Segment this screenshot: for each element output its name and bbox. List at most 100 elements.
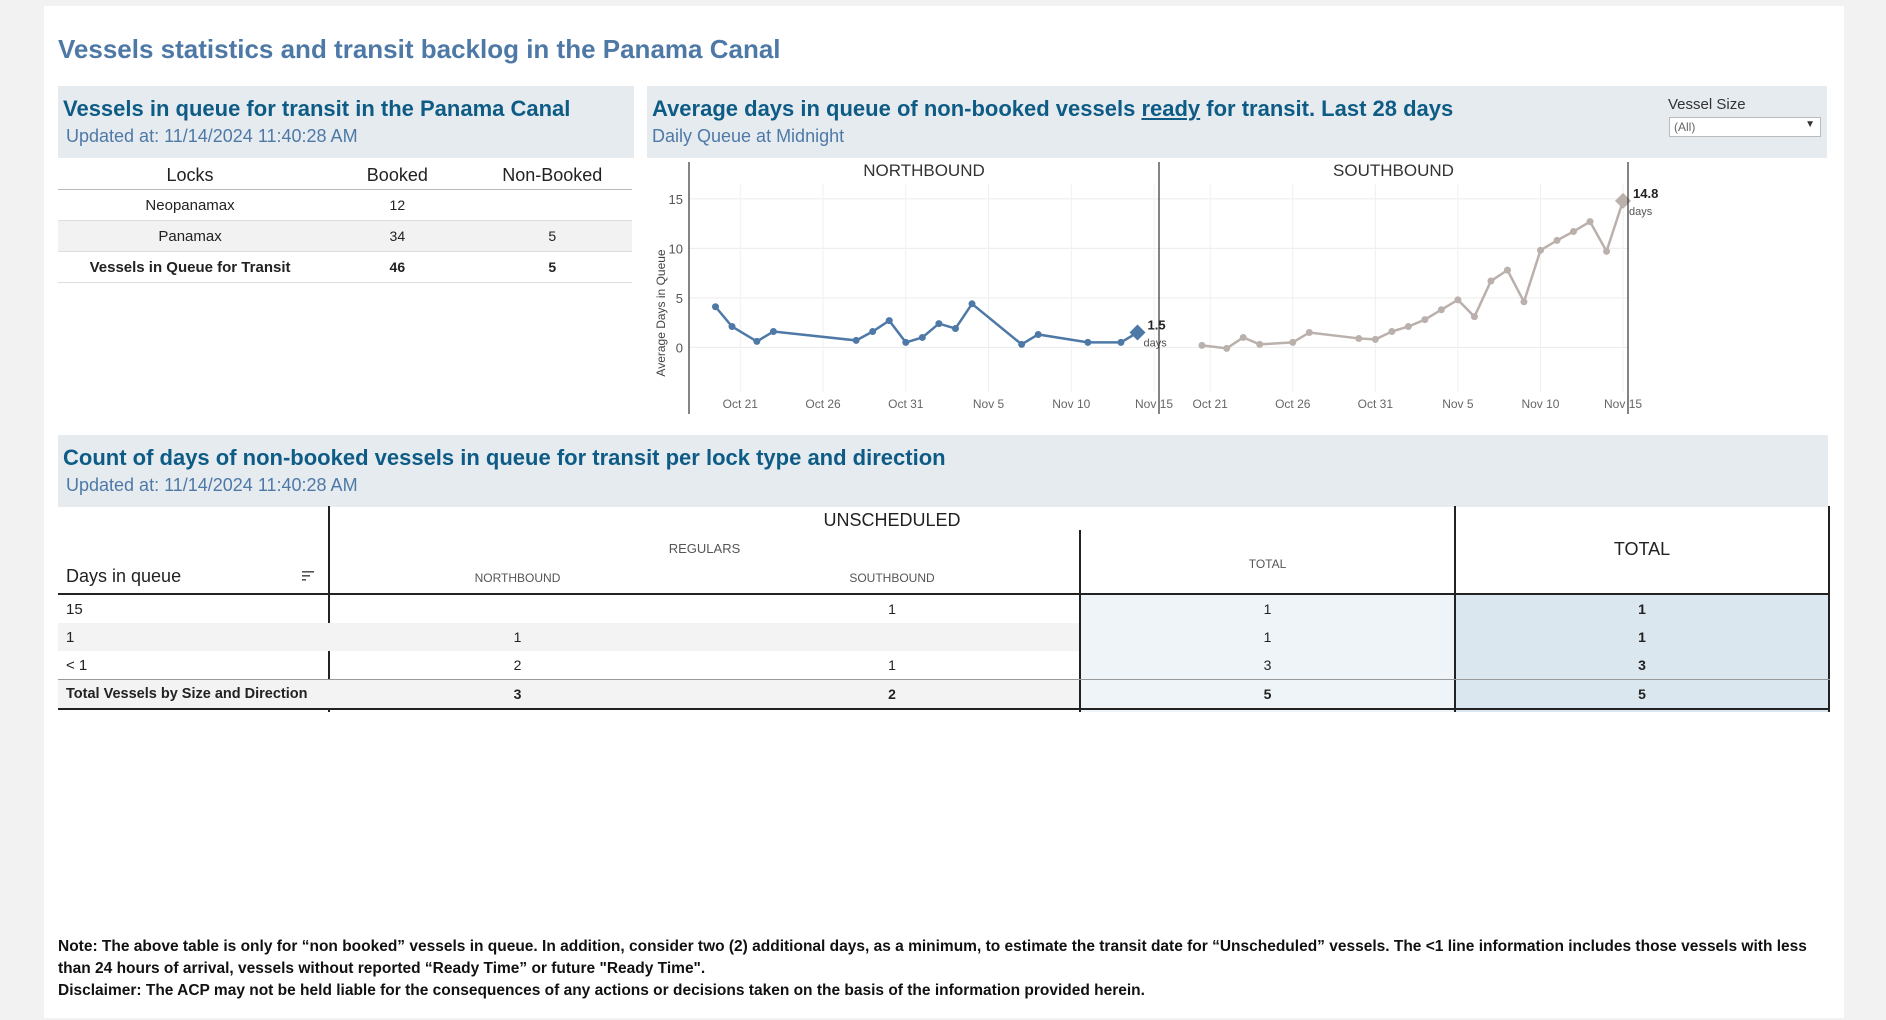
data-point xyxy=(753,337,761,345)
data-point xyxy=(1256,340,1264,348)
row-stripe xyxy=(58,679,1079,708)
data-point xyxy=(769,328,777,336)
last-value-unit: days xyxy=(1629,206,1653,218)
days-in-queue-header: Days in queue xyxy=(58,506,328,593)
panel-title-southbound: SOUTHBOUND xyxy=(1333,161,1454,180)
x-tick-label: Oct 31 xyxy=(888,397,924,411)
x-tick-label: Nov 10 xyxy=(1052,397,1090,411)
avg-panel-subtitle: Daily Queue at Midnight xyxy=(652,126,845,146)
data-point xyxy=(1503,266,1511,274)
avg-title-post: for transit. Last 28 days xyxy=(1200,96,1454,121)
data-point xyxy=(1454,296,1462,304)
data-point xyxy=(1371,335,1379,343)
northbound-value: 1 xyxy=(513,629,522,645)
x-tick-label: Oct 26 xyxy=(805,397,841,411)
locks-table: Locks Booked Non-Booked Neopanamax 12 Pa… xyxy=(58,161,632,283)
data-point xyxy=(1198,341,1206,349)
grand-total-value: 5 xyxy=(1638,686,1646,702)
vessel-size-value: (All) xyxy=(1674,120,1696,134)
data-point xyxy=(1421,316,1429,324)
last-value-label: 1.5 xyxy=(1147,318,1165,333)
southbound-header: SOUTHBOUND xyxy=(849,570,935,585)
lock-name: Neopanamax xyxy=(58,189,323,221)
y-tick-label: 10 xyxy=(669,241,683,256)
data-point xyxy=(1404,323,1412,331)
data-point xyxy=(968,300,976,308)
total-column-shade xyxy=(1081,595,1454,712)
x-tick-label: Oct 26 xyxy=(1275,397,1311,411)
northbound-value xyxy=(330,595,705,623)
data-point xyxy=(885,317,893,325)
table-row-total[interactable]: Vessels in Queue for Transit 46 5 xyxy=(58,251,632,283)
non-booked-value xyxy=(472,189,632,221)
disclaimer-text: Disclaimer: The ACP may not be held liab… xyxy=(58,982,1145,999)
data-point xyxy=(869,328,877,336)
divider xyxy=(58,679,1830,680)
data-point xyxy=(1586,218,1594,226)
data-point xyxy=(728,323,736,331)
data-point xyxy=(1084,338,1092,346)
table-row[interactable]: Neopanamax 12 xyxy=(58,189,632,221)
data-point xyxy=(1018,340,1026,348)
divider xyxy=(1828,506,1830,712)
data-point xyxy=(852,336,860,344)
data-point xyxy=(902,338,910,346)
avg-title-ready: ready xyxy=(1141,96,1201,121)
data-point xyxy=(1470,313,1478,321)
grand-total-header: TOTAL xyxy=(1613,539,1671,559)
southbound-value xyxy=(705,623,1079,651)
y-tick-label: 5 xyxy=(676,291,683,306)
grand-total-value: 1 xyxy=(1638,601,1646,617)
col-header-non-booked: Non-Booked xyxy=(472,161,632,190)
lock-name: Vessels in Queue for Transit xyxy=(58,251,323,283)
last-value-label: 14.8 xyxy=(1633,186,1658,201)
count-panel-header: Count of days of non-booked vessels in q… xyxy=(58,435,1828,507)
x-tick-label: Oct 31 xyxy=(1358,397,1394,411)
grand-total-value: 1 xyxy=(1638,629,1646,645)
sort-descending-icon xyxy=(302,571,314,581)
y-tick-label: 15 xyxy=(669,192,683,207)
queue-panel-title: Vessels in queue for transit in the Pana… xyxy=(63,96,571,121)
series-line-northbound xyxy=(714,301,1139,346)
x-tick-label: Nov 15 xyxy=(1135,397,1173,411)
avg-panel-title: Average days in queue of non-booked vess… xyxy=(652,96,1453,122)
divider xyxy=(58,708,1830,710)
x-tick-label: Nov 10 xyxy=(1521,397,1559,411)
data-point xyxy=(1553,236,1561,244)
x-tick-label: Nov 15 xyxy=(1604,397,1642,411)
northbound-value: 3 xyxy=(513,686,522,702)
booked-value: 12 xyxy=(322,189,473,221)
last-point-marker xyxy=(1615,192,1632,209)
count-table: Days in queue UNSCHEDULED REGULARS NORTH… xyxy=(58,506,1830,712)
page-title: Vessels statistics and transit backlog i… xyxy=(58,34,781,64)
last-value-unit: days xyxy=(1143,338,1167,350)
table-row[interactable]: Panamax 34 5 xyxy=(58,220,632,252)
booked-value: 34 xyxy=(322,220,473,252)
chevron-down-icon: ▼ xyxy=(1805,119,1815,130)
sort-icon[interactable] xyxy=(298,566,318,586)
count-panel-updated: Updated at: 11/14/2024 11:40:28 AM xyxy=(66,475,358,495)
avg-title-pre: Average days in queue of non-booked vess… xyxy=(652,96,1142,121)
panel-title-northbound: NORTHBOUND xyxy=(863,161,985,180)
data-point xyxy=(1520,298,1528,306)
queue-panel-updated: Updated at: 11/14/2024 11:40:28 AM xyxy=(66,126,358,146)
divider xyxy=(1454,506,1456,712)
dashboard-canvas: Vessels statistics and transit backlog i… xyxy=(44,6,1844,1018)
non-booked-value: 5 xyxy=(472,220,632,252)
data-point xyxy=(1536,246,1544,254)
series-line-southbound xyxy=(1201,200,1625,350)
total-value: 1 xyxy=(1263,601,1272,617)
avg-panel-header: Average days in queue of non-booked vess… xyxy=(647,86,1827,158)
count-panel-title: Count of days of non-booked vessels in q… xyxy=(63,445,946,470)
data-point xyxy=(1305,329,1313,336)
x-tick-label: Oct 21 xyxy=(723,397,759,411)
footnote: Note: The above table is only for “non b… xyxy=(58,936,1843,1002)
vessel-size-dropdown[interactable]: (All) ▼ xyxy=(1669,117,1821,137)
data-point xyxy=(935,320,943,328)
data-point xyxy=(1355,334,1363,342)
southbound-value: 1 xyxy=(888,657,896,673)
booked-value: 46 xyxy=(322,251,473,283)
lock-name: Panamax xyxy=(58,220,323,252)
days-in-queue-label: Days in queue xyxy=(66,566,182,586)
data-point xyxy=(1570,228,1578,236)
